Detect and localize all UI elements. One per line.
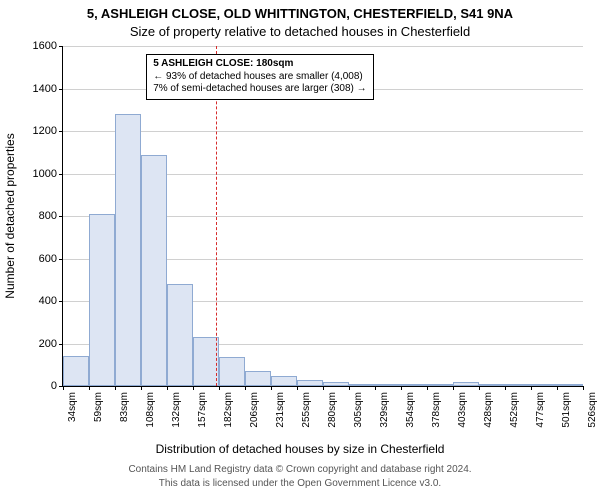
x-tick [453,386,454,390]
x-tick [427,386,428,390]
histogram-bar [557,384,583,386]
histogram-bar [427,384,453,386]
attribution-line1: Contains HM Land Registry data © Crown c… [0,464,600,475]
chart-title-desc: Size of property relative to detached ho… [0,24,600,39]
x-tick [297,386,298,390]
y-tick-label: 400 [39,295,57,307]
histogram-bar [63,356,89,386]
y-tick [59,174,63,175]
y-tick-label: 1200 [33,125,57,137]
histogram-figure: 5, ASHLEIGH CLOSE, OLD WHITTINGTON, CHES… [0,0,600,500]
x-tick [375,386,376,390]
x-tick-label: 305sqm [353,392,364,428]
histogram-bar [323,382,349,386]
x-tick-label: 59sqm [93,392,104,422]
y-axis-label: Number of detached properties [3,133,17,298]
y-tick-label: 600 [39,253,57,265]
y-tick [59,46,63,47]
y-tick [59,259,63,260]
x-tick-label: 501sqm [561,392,572,428]
x-tick-label: 403sqm [457,392,468,428]
y-tick-label: 800 [39,210,57,222]
histogram-bar [401,384,427,386]
x-tick-label: 108sqm [145,392,156,428]
annotation-line: 5 ASHLEIGH CLOSE: 180sqm [153,58,366,71]
histogram-bar [89,214,115,386]
y-tick-label: 1600 [33,40,57,52]
y-tick-label: 0 [51,380,57,392]
x-tick-label: 206sqm [249,392,260,428]
x-tick [63,386,64,390]
x-tick [271,386,272,390]
y-tick [59,216,63,217]
x-tick-label: 378sqm [431,392,442,428]
x-tick-label: 354sqm [405,392,416,428]
chart-title-address: 5, ASHLEIGH CLOSE, OLD WHITTINGTON, CHES… [0,6,600,21]
y-tick-label: 1000 [33,168,57,180]
annotation-line: 7% of semi-detached houses are larger (3… [153,83,366,96]
x-tick [401,386,402,390]
y-tick [59,89,63,90]
x-tick [219,386,220,390]
x-tick [167,386,168,390]
y-tick-label: 1400 [33,83,57,95]
histogram-bar [245,371,271,386]
histogram-bar [479,384,505,386]
x-tick [557,386,558,390]
x-tick-label: 182sqm [223,392,234,428]
x-tick [115,386,116,390]
x-tick [89,386,90,390]
histogram-bar [219,357,245,386]
attribution-line2: This data is licensed under the Open Gov… [0,478,600,489]
x-tick-label: 132sqm [171,392,182,428]
x-tick-label: 255sqm [301,392,312,428]
x-tick-label: 428sqm [483,392,494,428]
y-tick [59,131,63,132]
histogram-bar [505,384,531,386]
x-tick [323,386,324,390]
x-tick-label: 477sqm [535,392,546,428]
x-axis-label: Distribution of detached houses by size … [0,442,600,456]
x-tick-label: 231sqm [275,392,286,428]
x-tick [531,386,532,390]
gridline [63,46,583,47]
gridline [63,131,583,132]
plot-area: 0200400600800100012001400160034sqm59sqm8… [62,46,583,387]
x-tick [349,386,350,390]
x-tick [505,386,506,390]
y-tick [59,301,63,302]
x-tick-label: 452sqm [509,392,520,428]
y-tick-label: 200 [39,338,57,350]
histogram-bar [375,384,401,386]
histogram-bar [193,337,219,386]
histogram-bar [297,380,323,386]
histogram-bar [271,376,297,386]
x-tick-label: 280sqm [327,392,338,428]
histogram-bar [167,284,193,386]
histogram-bar [453,382,479,386]
x-tick [141,386,142,390]
x-tick [193,386,194,390]
x-tick-label: 157sqm [197,392,208,428]
x-tick-label: 34sqm [67,392,78,422]
x-tick-label: 526sqm [587,392,598,428]
x-tick [583,386,584,390]
x-tick-label: 83sqm [119,392,130,422]
annotation-box: 5 ASHLEIGH CLOSE: 180sqm← 93% of detache… [146,54,373,100]
histogram-bar [531,384,557,386]
histogram-bar [141,155,167,386]
histogram-bar [349,384,375,386]
annotation-line: ← 93% of detached houses are smaller (4,… [153,71,366,84]
x-tick [245,386,246,390]
x-tick [479,386,480,390]
x-tick-label: 329sqm [379,392,390,428]
y-tick [59,344,63,345]
histogram-bar [115,114,141,386]
